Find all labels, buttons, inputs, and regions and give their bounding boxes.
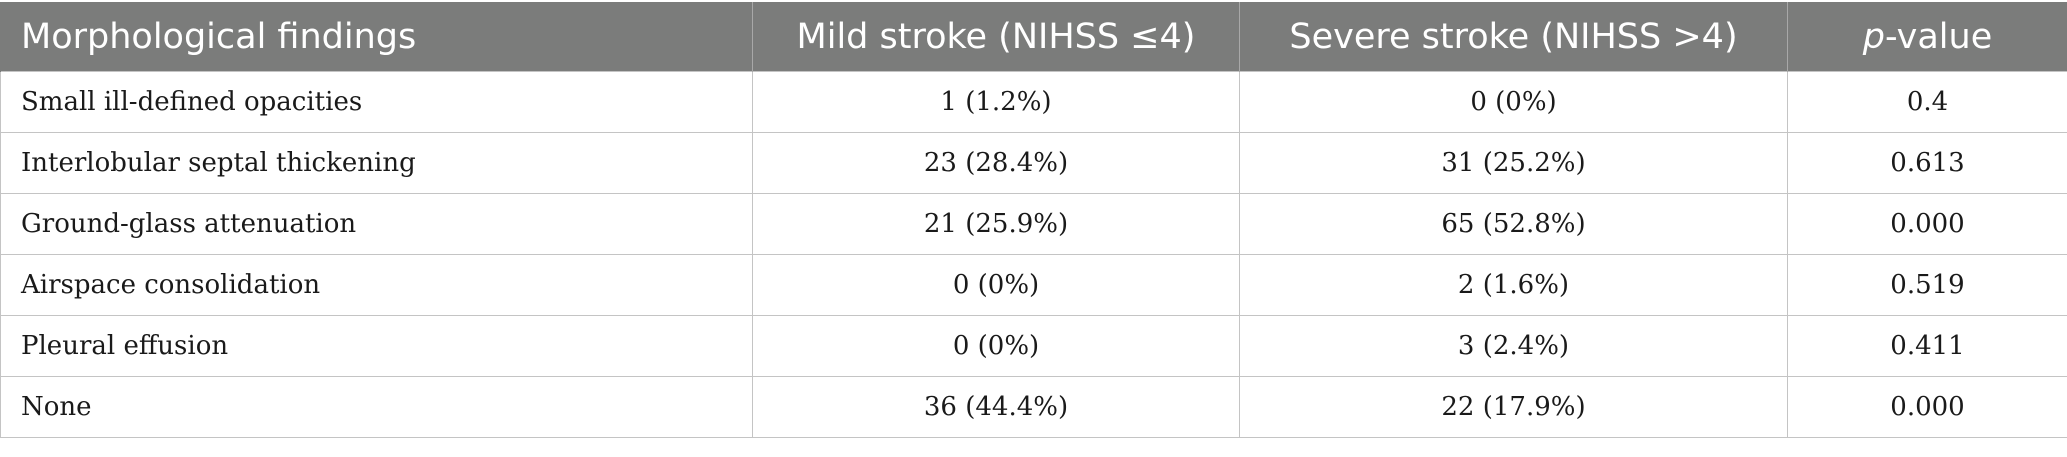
cell-p-value: 0.4 (1787, 71, 2067, 133)
cell-severe: 3 (2.4%) (1239, 315, 1788, 377)
cell-mild: 21 (25.9%) (752, 193, 1240, 255)
table-body: Small ill-defined opacities 1 (1.2%) 0 (… (0, 71, 2067, 438)
header-p-italic: p (1862, 17, 1885, 57)
cell-mild: 1 (1.2%) (752, 71, 1240, 133)
header-findings: Morphological findings (0, 2, 753, 72)
header-row: Morphological findings Mild stroke (NIHS… (0, 2, 2067, 72)
cell-mild: 23 (28.4%) (752, 132, 1240, 194)
table-row: Airspace consolidation 0 (0%) 2 (1.6%) 0… (0, 254, 2067, 316)
cell-finding: Airspace consolidation (0, 254, 753, 316)
cell-severe: 65 (52.8%) (1239, 193, 1788, 255)
cell-mild: 36 (44.4%) (752, 376, 1240, 438)
cell-mild: 0 (0%) (752, 254, 1240, 316)
cell-finding: Ground-glass attenuation (0, 193, 753, 255)
table-row: Interlobular septal thickening 23 (28.4%… (0, 132, 2067, 194)
cell-finding: Interlobular septal thickening (0, 132, 753, 194)
header-severe-stroke: Severe stroke (NIHSS >4) (1239, 2, 1788, 72)
cell-severe: 31 (25.2%) (1239, 132, 1788, 194)
findings-table-container: Morphological findings Mild stroke (NIHS… (0, 2, 2067, 438)
cell-p-value: 0.000 (1787, 376, 2067, 438)
cell-mild: 0 (0%) (752, 315, 1240, 377)
header-mild-stroke: Mild stroke (NIHSS ≤4) (752, 2, 1240, 72)
cell-severe: 22 (17.9%) (1239, 376, 1788, 438)
cell-p-value: 0.519 (1787, 254, 2067, 316)
cell-p-value: 0.613 (1787, 132, 2067, 194)
table-row: Small ill-defined opacities 1 (1.2%) 0 (… (0, 71, 2067, 133)
cell-p-value: 0.411 (1787, 315, 2067, 377)
header-p-rest: -value (1884, 17, 1993, 57)
table-row: None 36 (44.4%) 22 (17.9%) 0.000 (0, 376, 2067, 438)
cell-finding: Pleural effusion (0, 315, 753, 377)
cell-severe: 2 (1.6%) (1239, 254, 1788, 316)
header-p-value: p-value (1787, 2, 2067, 72)
cell-finding: None (0, 376, 753, 438)
cell-finding: Small ill-defined opacities (0, 71, 753, 133)
cell-severe: 0 (0%) (1239, 71, 1788, 133)
findings-table: Morphological findings Mild stroke (NIHS… (0, 2, 2067, 438)
cell-p-value: 0.000 (1787, 193, 2067, 255)
table-row: Pleural effusion 0 (0%) 3 (2.4%) 0.411 (0, 315, 2067, 377)
table-row: Ground-glass attenuation 21 (25.9%) 65 (… (0, 193, 2067, 255)
table-header: Morphological findings Mild stroke (NIHS… (0, 2, 2067, 72)
